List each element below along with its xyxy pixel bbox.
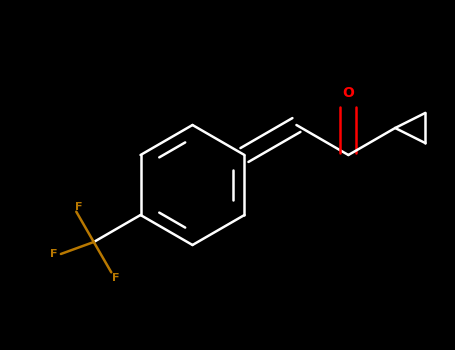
Text: F: F [111, 273, 119, 283]
Text: O: O [343, 86, 354, 100]
Text: F: F [50, 249, 57, 259]
Text: F: F [75, 202, 82, 212]
